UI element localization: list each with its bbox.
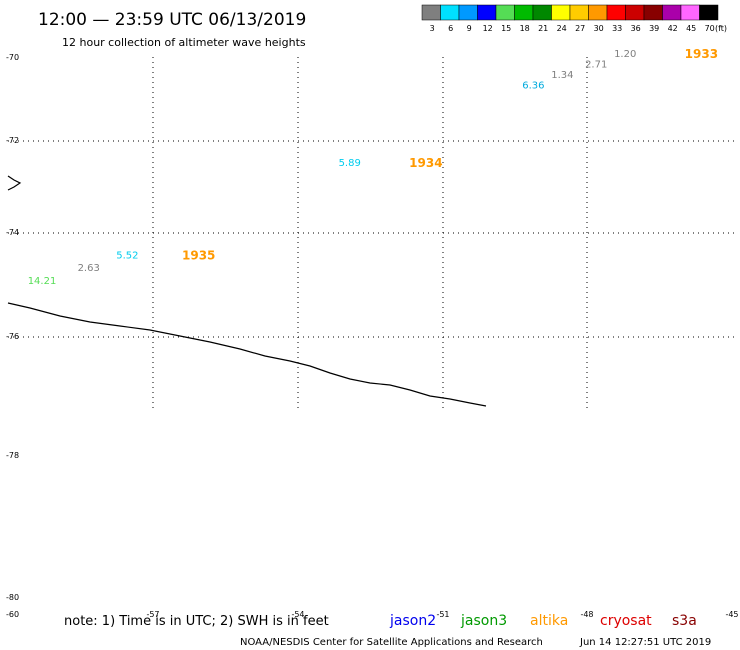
legend-swatch <box>551 4 571 21</box>
coastline-fragment <box>7 175 22 191</box>
legend-swatch <box>421 4 441 21</box>
legend-label: 39 <box>649 24 659 33</box>
legend-swatch <box>532 4 552 21</box>
wave-height-label: 1.34 <box>551 70 573 81</box>
satellite-label-altika: altika <box>530 613 568 629</box>
coastline <box>7 175 487 407</box>
latitude-tick-label: -78 <box>6 451 19 460</box>
legend-unit: (ft) <box>715 24 727 33</box>
legend-swatch <box>477 4 497 21</box>
longitude-tick-label: -51 <box>436 610 449 619</box>
legend-swatch <box>514 4 534 21</box>
longitude-tick-label: -45 <box>725 610 738 619</box>
legend-swatch <box>680 4 700 21</box>
color-legend: 3 6 9 12 15 18 21 24 27 30 33 36 39 42 45 70 <box>421 4 719 33</box>
timestamp-text: Jun 14 12:27:51 UTC 2019 <box>579 637 711 648</box>
satellite-label-jason3: jason3 <box>460 613 507 629</box>
legend-swatch <box>699 4 719 21</box>
legend-label: 45 <box>686 24 696 33</box>
coastline-path <box>7 302 487 407</box>
legend-label: 33 <box>612 24 622 33</box>
legend-label: 15 <box>501 24 511 33</box>
latitude-tick-label: -76 <box>6 332 19 341</box>
legend-swatch <box>569 4 589 21</box>
satellite-label-cryosat: cryosat <box>600 613 652 629</box>
legend-swatch <box>588 4 608 21</box>
legend-swatch <box>643 4 663 21</box>
credit-text: NOAA/NESDIS Center for Satellite Applica… <box>240 637 543 648</box>
legend-swatch <box>662 4 682 21</box>
legend-label: 3 <box>430 24 435 33</box>
longitude-tick-label: -60 <box>6 610 19 619</box>
footer-note: note: 1) Time is in UTC; 2) SWH is in fe… <box>64 614 329 629</box>
longitude-tick-label: -54 <box>291 610 304 619</box>
legend-label: 18 <box>520 24 530 33</box>
longitude-labels: -60 -57 -54 -51 -48 -45 <box>6 610 739 619</box>
wave-height-label: 1.20 <box>614 49 636 60</box>
legend-swatch <box>625 4 645 21</box>
satellite-label-jason2: jason2 <box>389 613 436 629</box>
wave-height-label: 5.89 <box>339 158 361 169</box>
legend-label: 12 <box>483 24 493 33</box>
legend-swatch <box>440 4 460 21</box>
pass-time-label: 1935 <box>182 249 215 263</box>
wave-height-label: 2.71 <box>585 60 607 71</box>
legend-label: 70 <box>705 24 715 33</box>
satellite-legend: jason2 jason3 altika cryosat s3a <box>389 613 697 629</box>
wave-height-label: 14.21 <box>28 276 57 287</box>
pass-time-labels: 1933 1934 1935 <box>182 47 718 263</box>
latitude-tick-label: -74 <box>6 228 19 237</box>
wave-height-label: 2.63 <box>78 263 100 274</box>
latitude-tick-label: -80 <box>6 593 19 602</box>
latitude-labels: -70 -72 -74 -76 -78 -80 <box>6 53 19 602</box>
legend-label: 42 <box>668 24 678 33</box>
grid-lines <box>8 57 735 408</box>
legend-swatch <box>606 4 626 21</box>
pass-time-label: 1933 <box>685 47 718 61</box>
legend-label: 24 <box>557 24 567 33</box>
latitude-tick-label: -70 <box>6 53 19 62</box>
wave-height-points: 1.20 2.71 1.34 6.36 5.89 5.52 2.63 14.21 <box>28 49 637 287</box>
longitude-tick-label: -48 <box>580 610 593 619</box>
wave-height-label: 6.36 <box>522 81 544 92</box>
legend-label: 27 <box>575 24 585 33</box>
wave-height-label: 5.52 <box>116 251 138 262</box>
legend-swatch <box>495 4 515 21</box>
chart-subtitle: 12 hour collection of altimeter wave hei… <box>62 36 306 49</box>
satellite-label-s3a: s3a <box>672 613 697 629</box>
pass-time-label: 1934 <box>409 156 442 170</box>
latitude-tick-label: -72 <box>6 136 19 145</box>
legend-label: 6 <box>448 24 453 33</box>
longitude-tick-label: -57 <box>146 610 159 619</box>
legend-label: 30 <box>594 24 604 33</box>
legend-label: 21 <box>538 24 548 33</box>
legend-label: 9 <box>467 24 472 33</box>
chart-title: 12:00 — 23:59 UTC 06/13/2019 <box>38 10 306 30</box>
legend-swatch <box>458 4 478 21</box>
legend-label: 36 <box>631 24 641 33</box>
